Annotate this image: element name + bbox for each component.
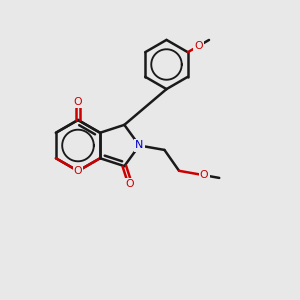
Text: O: O xyxy=(74,97,82,106)
Text: N: N xyxy=(135,140,143,151)
Text: O: O xyxy=(126,178,134,189)
Text: O: O xyxy=(200,170,208,180)
Text: O: O xyxy=(194,41,203,51)
Text: O: O xyxy=(74,166,82,176)
